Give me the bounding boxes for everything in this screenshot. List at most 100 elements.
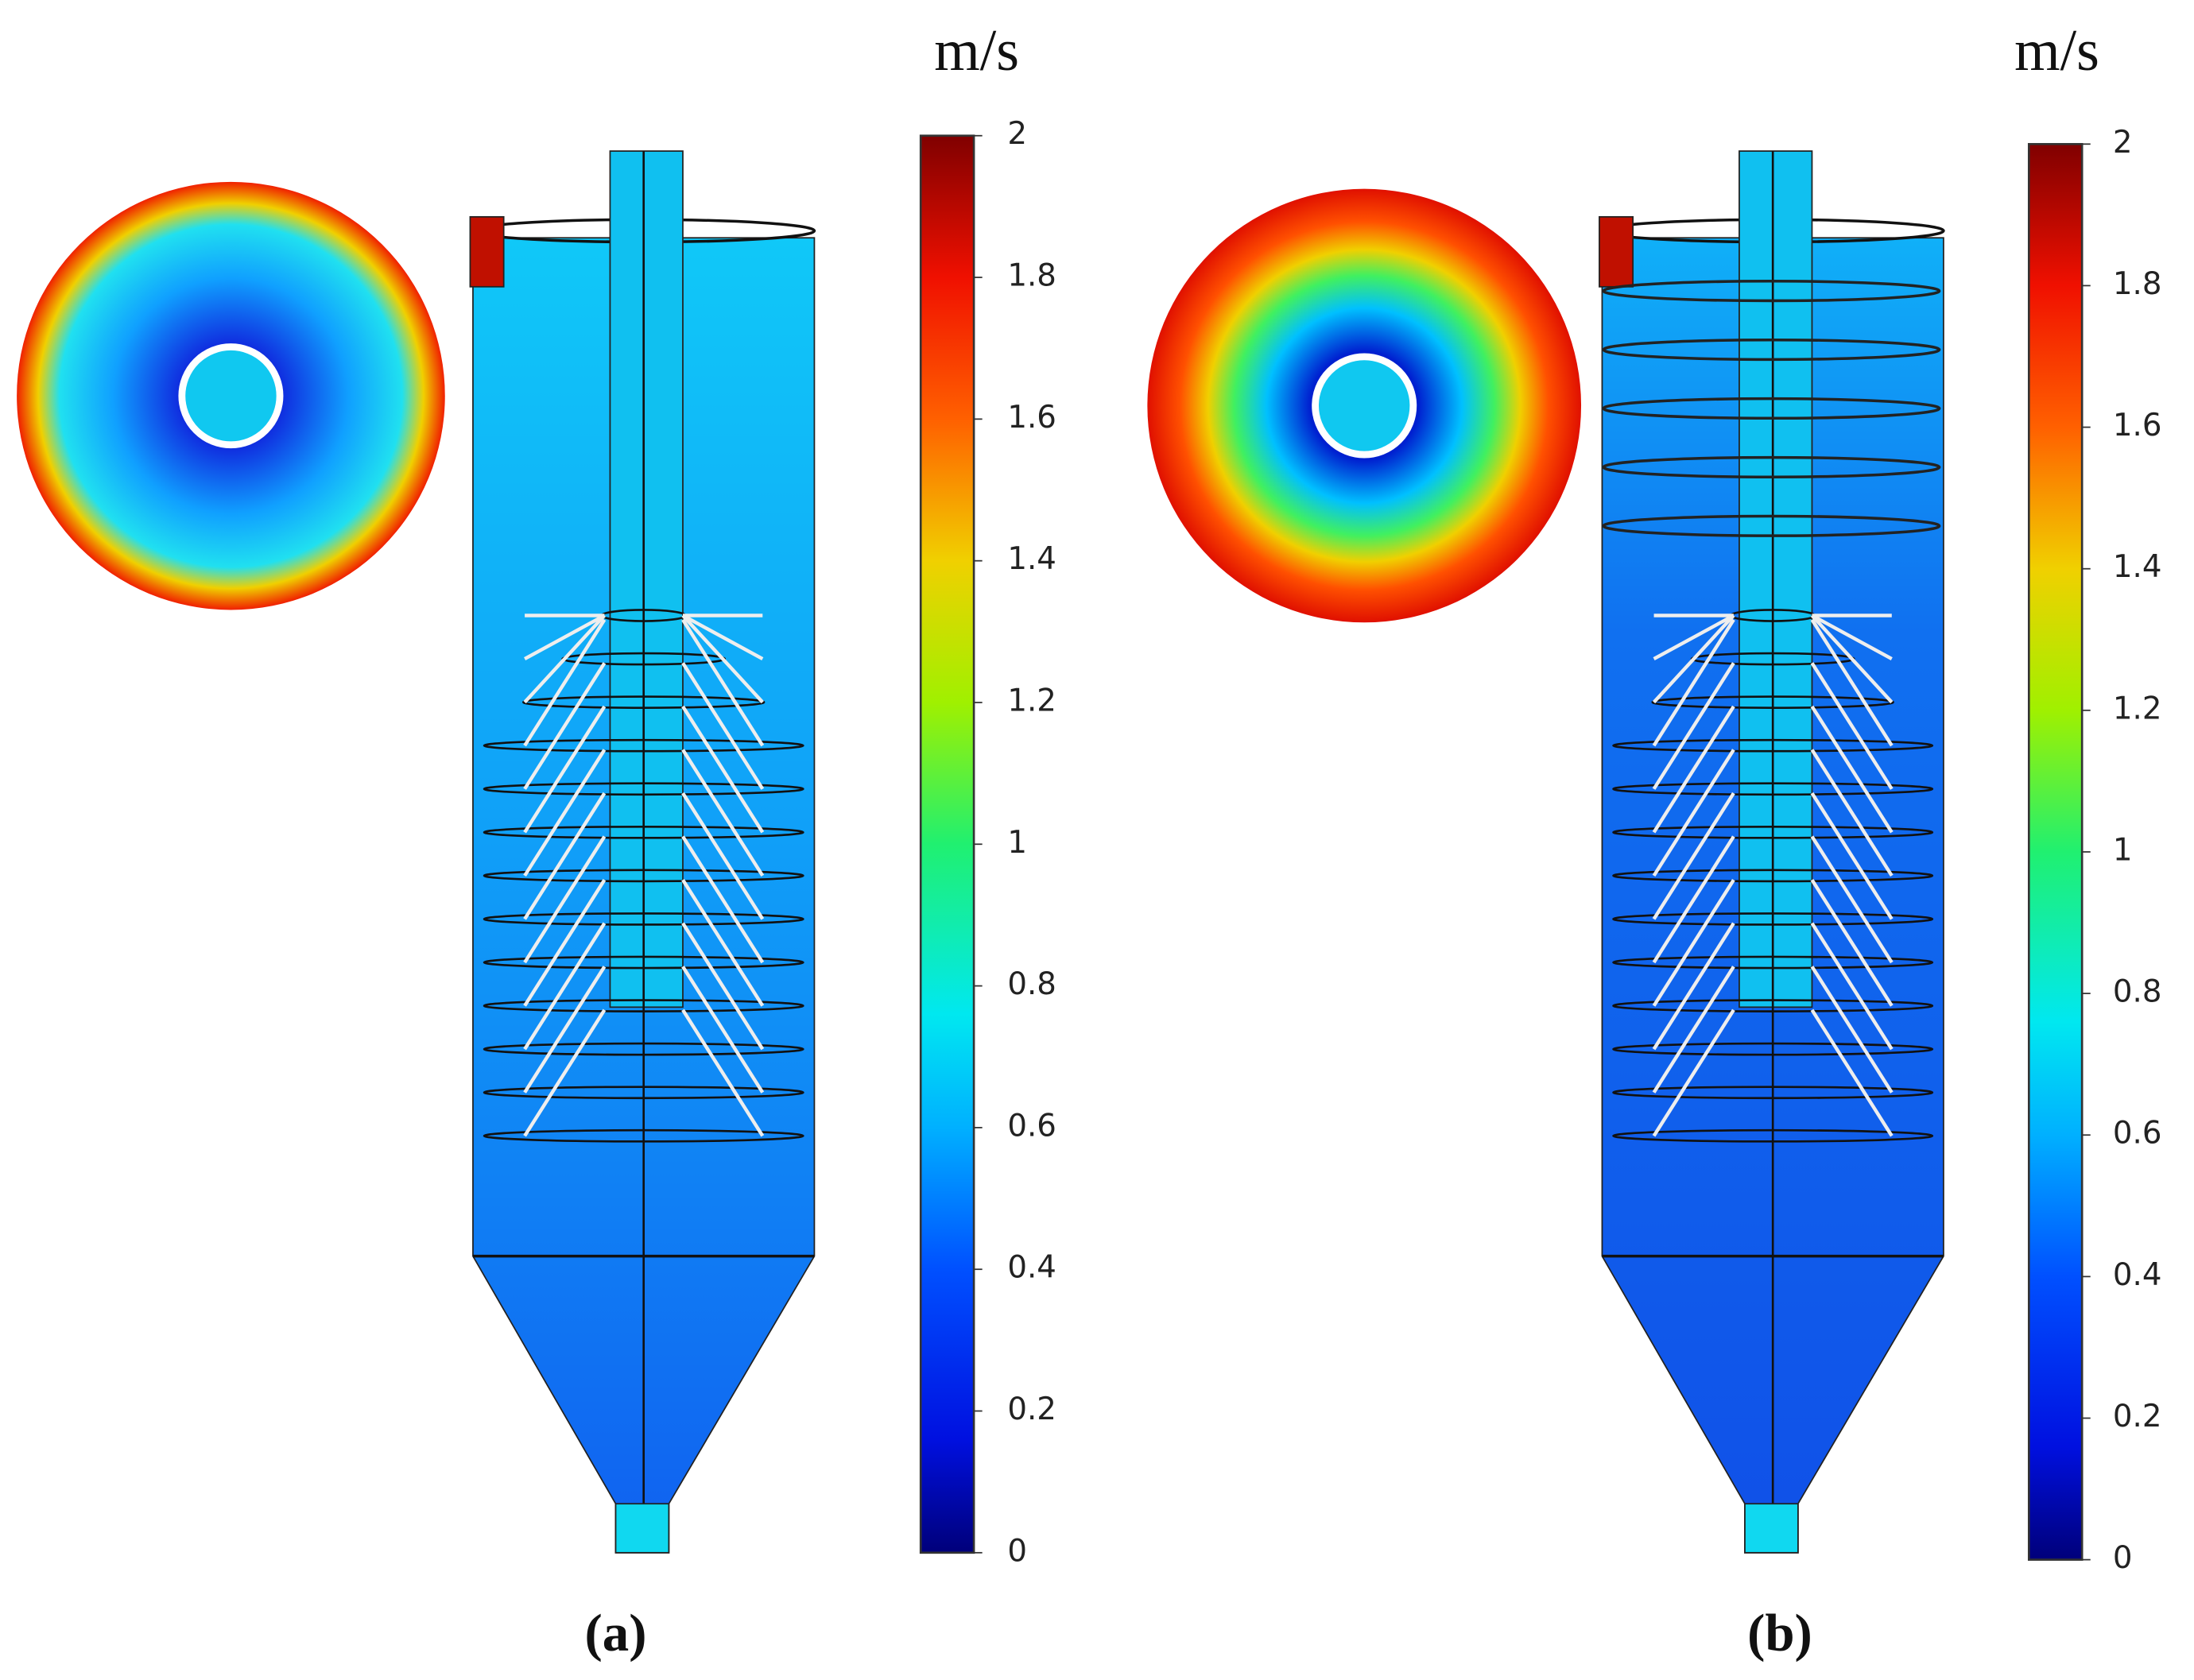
colorbar-tick-label: 1.8	[1007, 258, 1056, 294]
spiral-turn	[1602, 338, 1941, 362]
unit-label: m/s	[934, 17, 1019, 83]
baffle	[1652, 614, 1735, 704]
baffle-ring	[521, 695, 766, 709]
baffle	[1653, 614, 1735, 660]
baffle-ring	[483, 869, 804, 883]
panel-label: (b)	[1747, 1604, 1812, 1663]
colorbar-tick-label: 1	[1007, 825, 1027, 861]
baffle	[1652, 1008, 1735, 1137]
baffle	[681, 705, 765, 834]
baffle	[1810, 749, 1894, 877]
colorbar-tick-label: 0	[2113, 1540, 2133, 1576]
colorbar-tick-label: 2	[1007, 116, 1027, 152]
baffle-ring	[1612, 999, 1934, 1012]
baffle	[681, 835, 765, 964]
baffle-ring	[1612, 912, 1934, 926]
baffle	[523, 705, 607, 834]
colorbar	[919, 134, 975, 1554]
baffle	[681, 618, 765, 747]
colorbar-tick-label: 0.6	[2113, 1116, 2162, 1152]
colorbar-tick-label: 1.4	[1007, 541, 1056, 577]
baffle-ring	[483, 782, 804, 796]
baffle	[1652, 922, 1735, 1051]
colorbar-tick-label: 0	[1007, 1533, 1027, 1569]
baffle	[1652, 749, 1735, 877]
baffle-ring	[1612, 1128, 1934, 1143]
baffle	[681, 922, 765, 1051]
colorbar-tick-label: 0.6	[1007, 1108, 1056, 1144]
baffle	[523, 966, 607, 1094]
baffle-ring	[483, 955, 804, 970]
colorbar-tick-label: 0.2	[2113, 1399, 2162, 1434]
baffle	[681, 966, 765, 1094]
spiral-turn	[1602, 455, 1941, 478]
baffle-ring	[1612, 1042, 1934, 1056]
bottom-outlet	[614, 1503, 670, 1554]
outlet-pipe	[609, 150, 684, 1008]
colorbar-tick-label: 1	[2113, 832, 2133, 868]
baffle	[1810, 614, 1894, 704]
panel-label: (a)	[584, 1604, 646, 1663]
baffle	[1652, 966, 1735, 1094]
baffle-ring	[483, 1128, 804, 1143]
colorbar-tick-label: 1.4	[2113, 549, 2162, 585]
baffle-ring	[1612, 738, 1934, 753]
baffle	[523, 749, 607, 877]
baffle-ring	[483, 1042, 804, 1056]
inner-pipe	[178, 343, 284, 449]
inner-pipe	[1312, 353, 1417, 459]
baffle	[1811, 614, 1893, 660]
spiral-turn	[1602, 514, 1941, 537]
colorbar-tick-label: 0.2	[1007, 1392, 1056, 1427]
outlet-pipe	[1739, 150, 1813, 1008]
baffle	[681, 878, 765, 1007]
baffle-ring	[483, 912, 804, 926]
baffle-ring	[483, 825, 804, 839]
colorbar-tick-label: 1.2	[1007, 683, 1056, 718]
baffle-ring	[1612, 955, 1934, 970]
baffle	[1810, 792, 1894, 920]
baffle	[523, 614, 607, 704]
spiral-turn	[1602, 280, 1941, 303]
baffle	[523, 878, 607, 1007]
inlet	[1599, 215, 1634, 288]
colorbar-tick-label: 1.6	[2113, 408, 2162, 443]
baffle-ring	[1612, 825, 1934, 839]
baffle	[1652, 705, 1735, 834]
colorbar-tick-label: 0.4	[2113, 1257, 2162, 1293]
baffle	[681, 1008, 765, 1137]
bottom-outlet	[1744, 1503, 1799, 1554]
baffle	[681, 614, 764, 704]
baffle	[524, 614, 606, 660]
baffle	[1810, 662, 1894, 790]
baffle	[523, 835, 607, 964]
baffle	[1810, 1008, 1894, 1137]
colorbar-tick-label: 0.8	[1007, 966, 1056, 1002]
baffle	[681, 614, 764, 660]
baffle-ring	[483, 999, 804, 1012]
baffle	[681, 662, 765, 790]
baffle	[1810, 922, 1894, 1051]
baffle-ring	[1612, 1086, 1934, 1100]
baffle	[1652, 618, 1735, 747]
baffle	[1652, 878, 1735, 1007]
baffle	[1810, 705, 1894, 834]
spiral-turn	[1602, 397, 1941, 420]
baffle-ring	[483, 738, 804, 753]
colorbar	[2027, 142, 2084, 1561]
unit-label: m/s	[2014, 17, 2099, 83]
baffle-ring	[1651, 695, 1894, 709]
baffle	[1810, 878, 1894, 1007]
baffle-ring	[1612, 782, 1934, 796]
baffle	[1810, 618, 1894, 747]
baffle	[1810, 966, 1894, 1094]
baffle-ring	[1612, 869, 1934, 883]
baffle	[523, 922, 607, 1051]
inlet	[469, 215, 505, 288]
baffle	[1652, 792, 1735, 920]
colorbars: 0 0.2 0.4 0.6 0.8 1 1.2 1.4 1.6 1.8 2 m/s (a) 0 0.2 0.4…	[584, 17, 2161, 1663]
baffle	[523, 618, 607, 747]
baffle	[1652, 835, 1735, 964]
colorbar-tick-label: 1.8	[2113, 266, 2162, 302]
